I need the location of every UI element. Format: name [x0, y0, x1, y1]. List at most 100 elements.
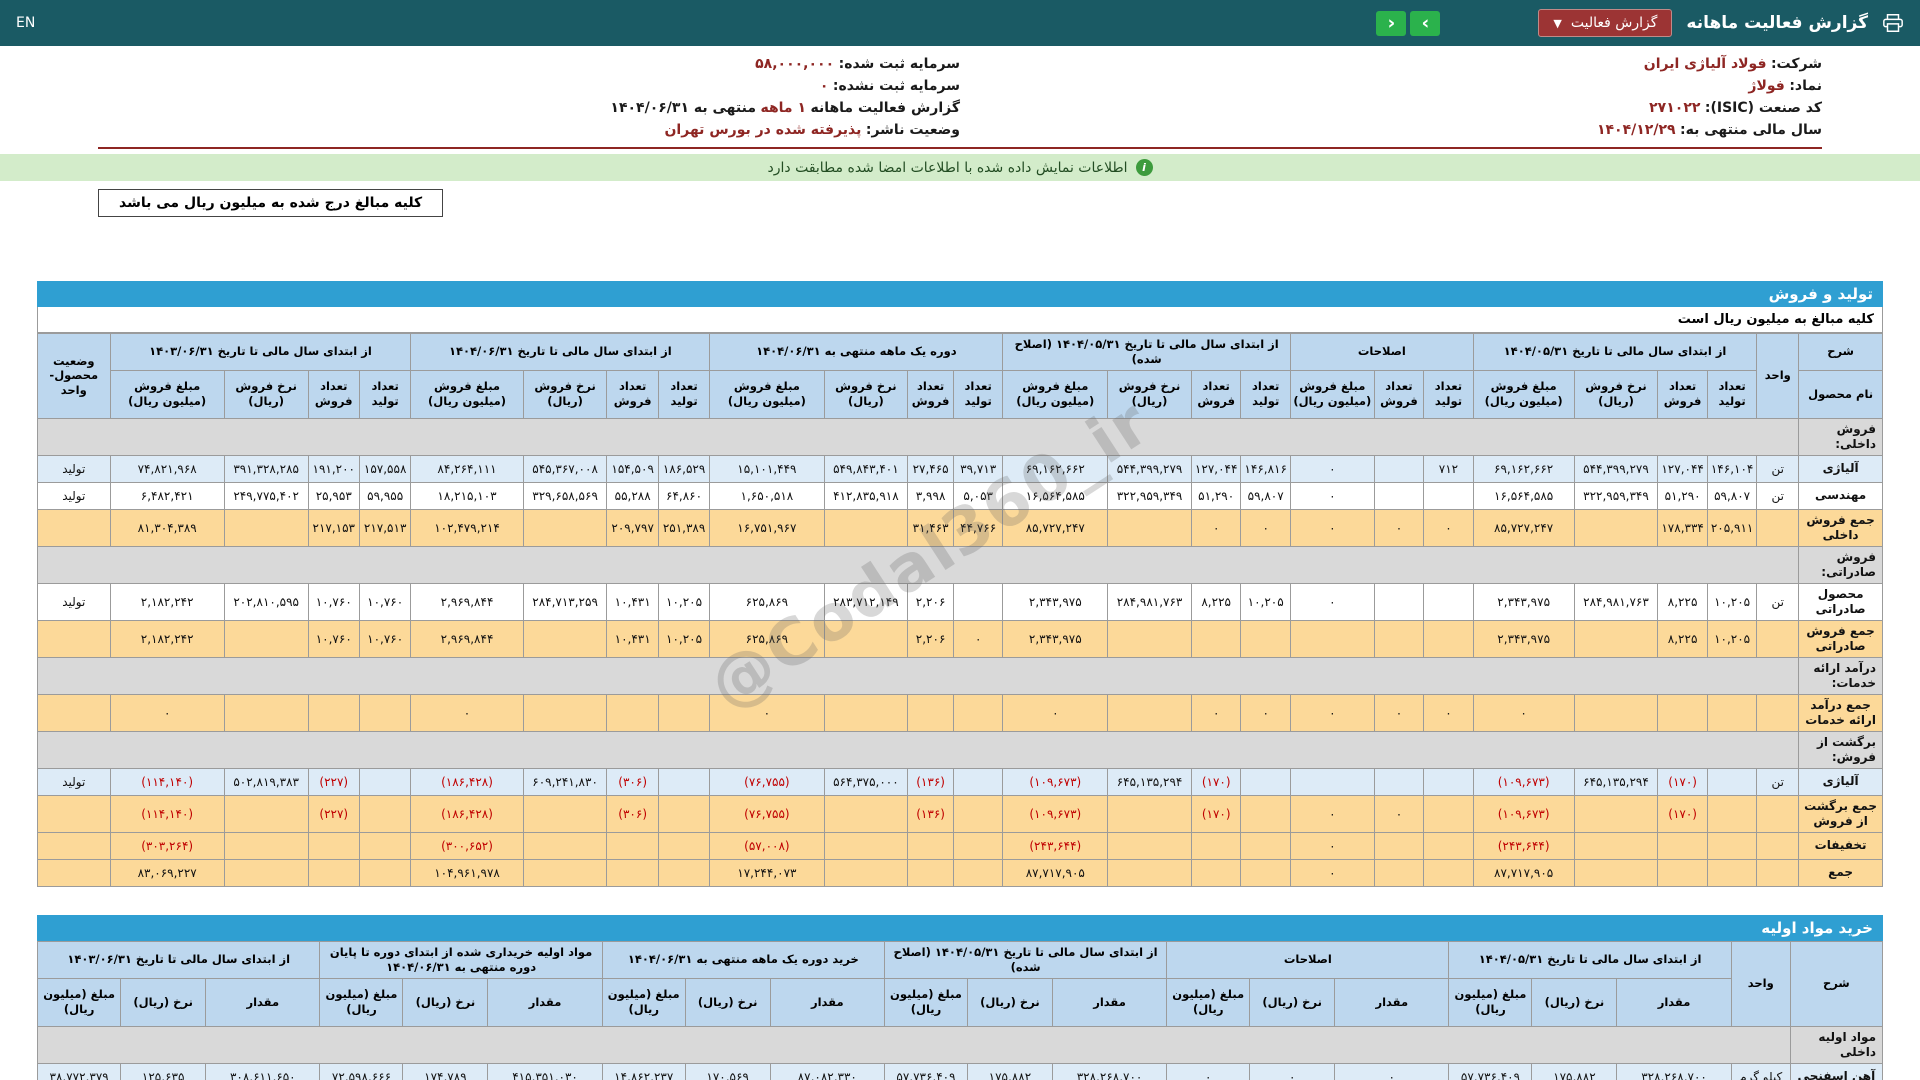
col-subheader: تعداد فروش — [606, 369, 659, 419]
prev-report-button[interactable]: ‹ — [1376, 10, 1407, 36]
page-title: گزارش فعالیت ماهانه — [1686, 13, 1868, 33]
col-subheader: نرخ (ریال) — [1249, 977, 1336, 1027]
value-cell: ۱۶,۷۵۱,۹۶۷ — [709, 508, 825, 547]
col-subheader: مبلغ فروش (میلیون ریال) — [410, 369, 524, 419]
value-cell: ۸۵,۷۲۷,۲۴۷ — [1002, 508, 1109, 547]
col-subheader: مقدار — [769, 977, 885, 1027]
value-cell — [1240, 858, 1291, 887]
printer-icon[interactable] — [1882, 12, 1904, 34]
company-field: نماد: فولاژ — [960, 78, 1822, 94]
value-cell — [358, 831, 412, 860]
value-cell — [1573, 794, 1659, 833]
value-cell: ۰ — [1190, 508, 1242, 547]
value-cell: ۱۹۱,۲۰۰ — [307, 454, 360, 483]
col-header-unit: واحد — [1756, 333, 1800, 419]
col-group-header: از ابتدای سال مالی تا تاریخ ۱۴۰۴/۰۵/۳۱ (… — [1002, 333, 1291, 371]
row-label: جمع برگشت از فروش — [1798, 794, 1883, 833]
value-cell — [223, 794, 309, 833]
table-row: جمع فروش داخلی ۲۰۵,۹۱۱ ۱۷۸,۳۳۴ ۸۵,۷۲۷,۲۴۷… — [37, 508, 1883, 547]
value-cell: ۸۷,۷۱۷,۹۰۵ — [1002, 858, 1109, 887]
value-cell: ۰ — [1373, 693, 1425, 732]
value-cell: ۱۷,۲۴۴,۰۷۳ — [709, 858, 825, 887]
value-cell: ۲۴۹,۷۷۵,۴۰۲ — [223, 481, 309, 510]
field-label: سرمایه ثبت شده: — [838, 56, 960, 72]
next-report-button[interactable]: › — [1410, 10, 1441, 36]
value-cell: (۲۲۷) — [307, 767, 360, 796]
value-cell — [1107, 794, 1192, 833]
company-info-section: شرکت: فولاد آلیاژی ایران سرمایه ثبت شده:… — [0, 46, 1920, 144]
value-cell: ۵۱,۲۹۰ — [1657, 481, 1708, 510]
table-row: محصول صادراتی تن ۱۰,۲۰۵ ۸,۲۲۵ ۲۸۴,۹۸۱,۷۶۳ ۲,۳… — [37, 582, 1883, 621]
company-field: شرکت: فولاد آلیاژی ایران — [960, 56, 1822, 72]
value-cell: ۵۹,۸۰۷ — [1706, 481, 1758, 510]
value-cell: ۳۱,۴۶۳ — [907, 508, 954, 547]
value-cell — [522, 794, 608, 833]
table-row: تخفیفات (۲۴۳,۶۴۴) ۰ (۲۴۳,۶۴۴) (۵۷,۰۰۸) (… — [37, 831, 1883, 860]
status-cell — [37, 858, 111, 887]
report-type-dropdown[interactable]: گزارش فعالیت ▼ — [1538, 9, 1673, 37]
col-group-header: مواد اولیه خریداری شده از ابتدای دوره تا… — [319, 940, 603, 979]
value-cell: ۱۰,۷۶۰ — [358, 619, 412, 658]
row-label: جمع درآمد ارائه خدمات — [1798, 693, 1883, 732]
value-cell: ۱۰,۲۰۵ — [1240, 582, 1291, 621]
section-row: برگشت از فروش: — [36, 730, 1883, 769]
value-cell — [1107, 508, 1192, 547]
value-cell: ۱۰,۷۶۰ — [358, 582, 412, 621]
value-cell: ۳۰۸,۶۱۱,۶۵۰ — [205, 1062, 321, 1080]
col-subheader: نرخ (ریال) — [402, 977, 489, 1027]
value-cell — [606, 693, 659, 732]
value-cell: ۸۴,۲۶۴,۱۱۱ — [410, 454, 524, 483]
section-filler — [37, 1025, 1791, 1064]
value-cell: ۰ — [1190, 693, 1242, 732]
value-cell — [1573, 858, 1659, 887]
value-cell — [1423, 582, 1474, 621]
value-cell: ۲۰۲,۸۱۰,۵۹۵ — [223, 582, 309, 621]
value-cell: ۸۷,۰۸۲,۳۳۰ — [769, 1062, 885, 1080]
value-cell: ۳۲۸,۲۶۸,۷۰۰ — [1616, 1062, 1732, 1080]
value-cell: ۰ — [1289, 831, 1375, 860]
value-cell: ۰ — [1002, 693, 1109, 732]
value-cell: ۱۷۸,۳۳۴ — [1657, 508, 1708, 547]
col-subheader: مبلغ (میلیون ریال) — [601, 977, 686, 1027]
col-subheader: تعداد تولید — [1423, 369, 1474, 419]
value-cell: ۰ — [1289, 454, 1375, 483]
company-field: سرمایه ثبت شده: ۵۸,۰۰۰,۰۰۰ — [98, 56, 960, 72]
value-cell: ۲,۳۴۳,۹۷۵ — [1472, 582, 1575, 621]
col-header-unit: واحد — [1730, 940, 1791, 1027]
value-cell: ۸۵,۷۲۷,۲۴۷ — [1472, 508, 1575, 547]
value-cell — [223, 831, 309, 860]
value-cell: ۲۱۷,۱۵۳ — [307, 508, 360, 547]
value-cell: ۱۴۶,۱۰۴ — [1706, 454, 1758, 483]
million-rial-note: کلیه مبالغ به میلیون ریال است — [37, 307, 1883, 333]
report-navigation: › ‹ — [1376, 10, 1441, 36]
value-cell: ۱۸,۲۱۵,۱۰۳ — [410, 481, 524, 510]
table-row: مهندسی تن ۵۹,۸۰۷ ۵۱,۲۹۰ ۳۲۲,۹۵۹,۳۴۹ ۱۶,۵۶۴,۵۸… — [37, 481, 1883, 510]
value-cell — [1107, 693, 1192, 732]
value-cell: ۲۸۳,۷۱۲,۱۴۹ — [823, 582, 909, 621]
value-cell: (۱۱۴,۱۴۰) — [109, 794, 225, 833]
value-cell — [1706, 767, 1758, 796]
col-subheader: تعداد تولید — [1706, 369, 1758, 419]
col-subheader: مقدار — [1334, 977, 1450, 1027]
row-label: جمع فروش داخلی — [1798, 508, 1883, 547]
language-toggle[interactable]: EN — [16, 15, 36, 31]
section-header-raw-materials: خرید مواد اولیه — [37, 914, 1883, 941]
table-row: جمع فروش صادراتی ۱۰,۲۰۵ ۸,۲۲۵ ۲,۳۴۳,۹۷۵ ۲… — [37, 619, 1883, 658]
value-cell: ۲۰۵,۹۱۱ — [1706, 508, 1758, 547]
value-cell — [657, 794, 711, 833]
col-subheader: تعداد فروش — [1373, 369, 1425, 419]
value-cell: ۶۲۵,۸۶۹ — [709, 619, 825, 658]
value-cell — [1657, 858, 1708, 887]
value-cell: ۳,۹۹۸ — [907, 481, 954, 510]
value-cell — [223, 693, 309, 732]
value-cell — [522, 831, 608, 860]
col-subheader: مبلغ (میلیون ریال) — [36, 977, 122, 1027]
value-cell: ۲,۲۰۶ — [907, 582, 954, 621]
value-cell — [1240, 767, 1291, 796]
value-cell: ۲۵,۹۵۳ — [307, 481, 360, 510]
value-cell — [907, 858, 954, 887]
value-cell: ۰ — [1289, 693, 1375, 732]
field-label: شرکت: — [1770, 56, 1822, 72]
value-cell — [1373, 619, 1425, 658]
